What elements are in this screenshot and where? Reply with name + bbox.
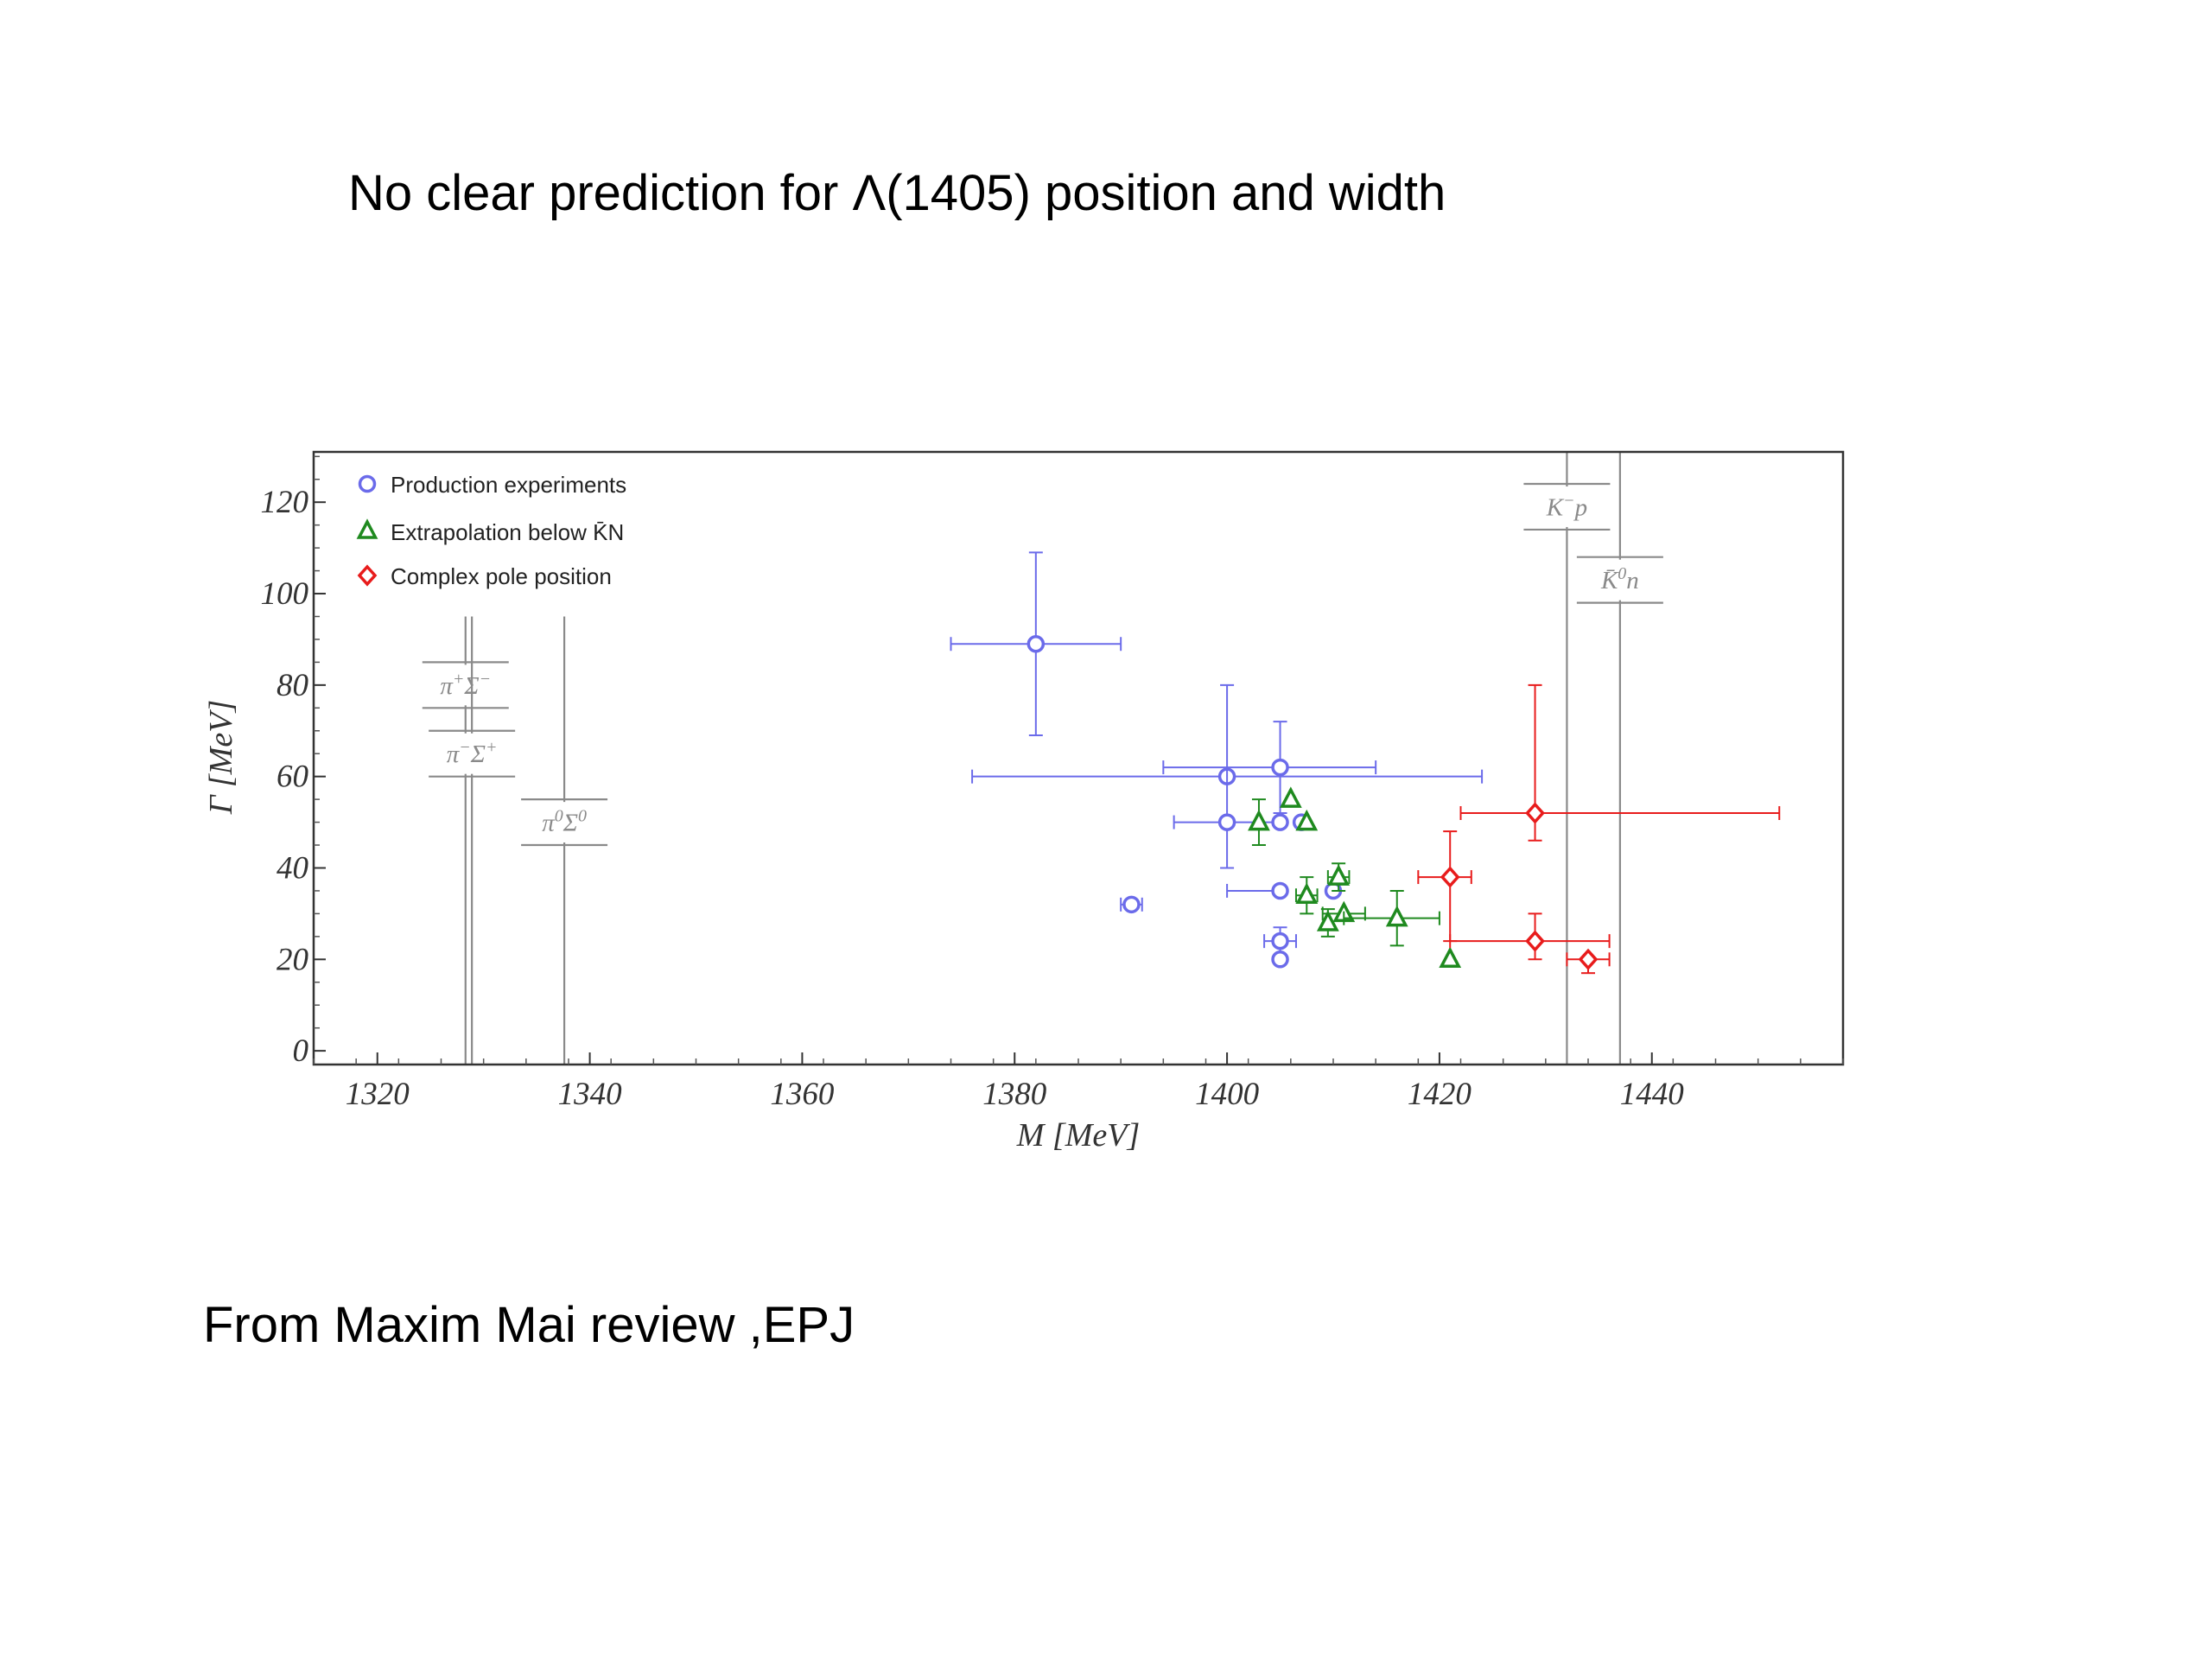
y-tick-label: 40 [276,850,309,886]
legend-label-pole: Complex pole position [391,563,612,589]
y-axis-label: Γ [MeV] [203,700,239,815]
data-points [950,551,1781,975]
data-point-circle [1122,895,1141,914]
series-triangle [1248,786,1462,969]
legend-label-extrapolation: Extrapolation below K̄N [391,519,624,545]
x-tick-label: 1340 [558,1077,623,1112]
axis-ticks: 1320 1340 1360 1380 1400 1420 1440 0 20 40 60 80 100… [261,455,1844,1112]
data-point-circle [1271,758,1289,777]
y-tick-label: 80 [276,668,309,703]
threshold-label: K−p [1546,491,1587,521]
series-circle [950,551,1484,969]
legend: Production experiments Extrapolation bel… [356,472,626,589]
threshold-label: K̄0n [1600,564,1639,594]
threshold-label-bg [1525,486,1609,527]
threshold-label-bg [423,664,507,706]
x-tick-label: 1400 [1195,1077,1260,1112]
y-tick-label: 0 [293,1033,309,1069]
data-point-circle [1271,950,1289,969]
data-point-triangle [1385,905,1408,927]
data-point-triangle [1316,910,1339,931]
series-diamond [1417,683,1781,975]
x-tick-label: 1380 [982,1077,1047,1112]
threshold-label-bg [1578,559,1662,601]
y-tick-label: 60 [276,760,309,795]
threshold-label-bg [430,733,514,774]
legend-circle-marker [358,474,377,493]
slide-footer: From Maxim Mai review ,EPJ [203,1297,855,1353]
data-point-triangle [1279,786,1302,808]
legend-triangle-marker [356,518,378,539]
legend-item-production: Production experiments [358,472,626,498]
data-point-triangle [1248,809,1270,831]
data-point-circle [1217,813,1236,831]
y-tick-label: 20 [276,942,309,977]
y-tick-label: 100 [261,576,309,612]
data-point-circle [1271,931,1289,950]
x-tick-label: 1440 [1620,1077,1685,1112]
x-axis-label: M [MeV] [1016,1117,1140,1154]
x-tick-label: 1420 [1408,1077,1472,1112]
threshold-label: π−Σ+ [447,738,498,768]
data-point-triangle [1295,882,1319,904]
legend-label-production: Production experiments [391,472,626,498]
data-point-diamond [1578,948,1599,970]
data-point-triangle [1327,864,1351,886]
data-point-diamond [1525,802,1545,824]
data-point-diamond [1440,866,1460,888]
legend-diamond-marker [357,564,378,587]
data-point-diamond [1525,930,1545,952]
data-point-circle [1271,881,1289,900]
data-point-triangle [1295,809,1319,831]
y-tick-label: 120 [261,485,309,520]
threshold-label: π0Σ0 [542,807,587,837]
legend-item-pole: Complex pole position [357,563,612,589]
x-tick-label: 1320 [346,1077,410,1112]
x-tick-label: 1360 [770,1077,835,1112]
data-point-circle [1027,634,1046,653]
threshold-label-bg [523,802,607,843]
slide-title: No clear prediction for Λ(1405) position… [348,165,1446,221]
data-point-circle [1271,813,1289,831]
legend-item-extrapolation: Extrapolation below K̄N [356,518,624,545]
data-point-triangle [1439,946,1462,969]
